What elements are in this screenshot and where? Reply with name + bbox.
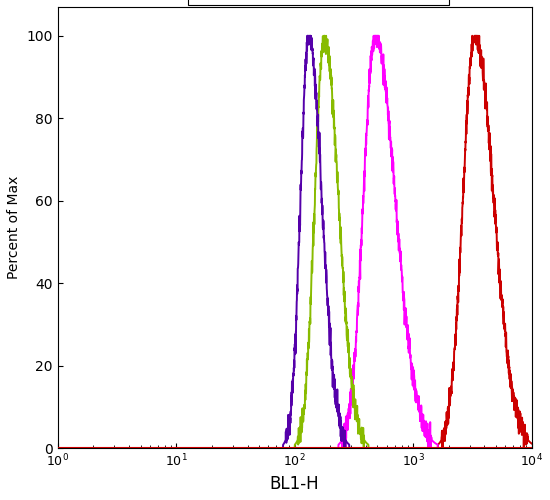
FancyBboxPatch shape [188,0,449,4]
X-axis label: BL1-H: BL1-H [270,475,320,493]
Y-axis label: Percent of Max: Percent of Max [7,176,21,279]
